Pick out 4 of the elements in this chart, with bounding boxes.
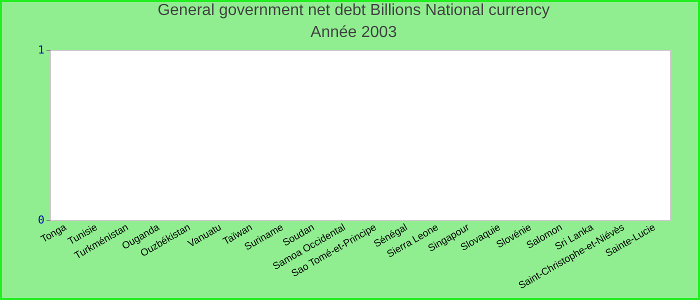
y-tick-label: 0 — [38, 214, 44, 226]
y-tick-label: 1 — [38, 44, 44, 56]
chart-subtitle: Année 2003 — [310, 24, 397, 41]
chart-title: General government net debt Billions National currency — [158, 2, 550, 19]
